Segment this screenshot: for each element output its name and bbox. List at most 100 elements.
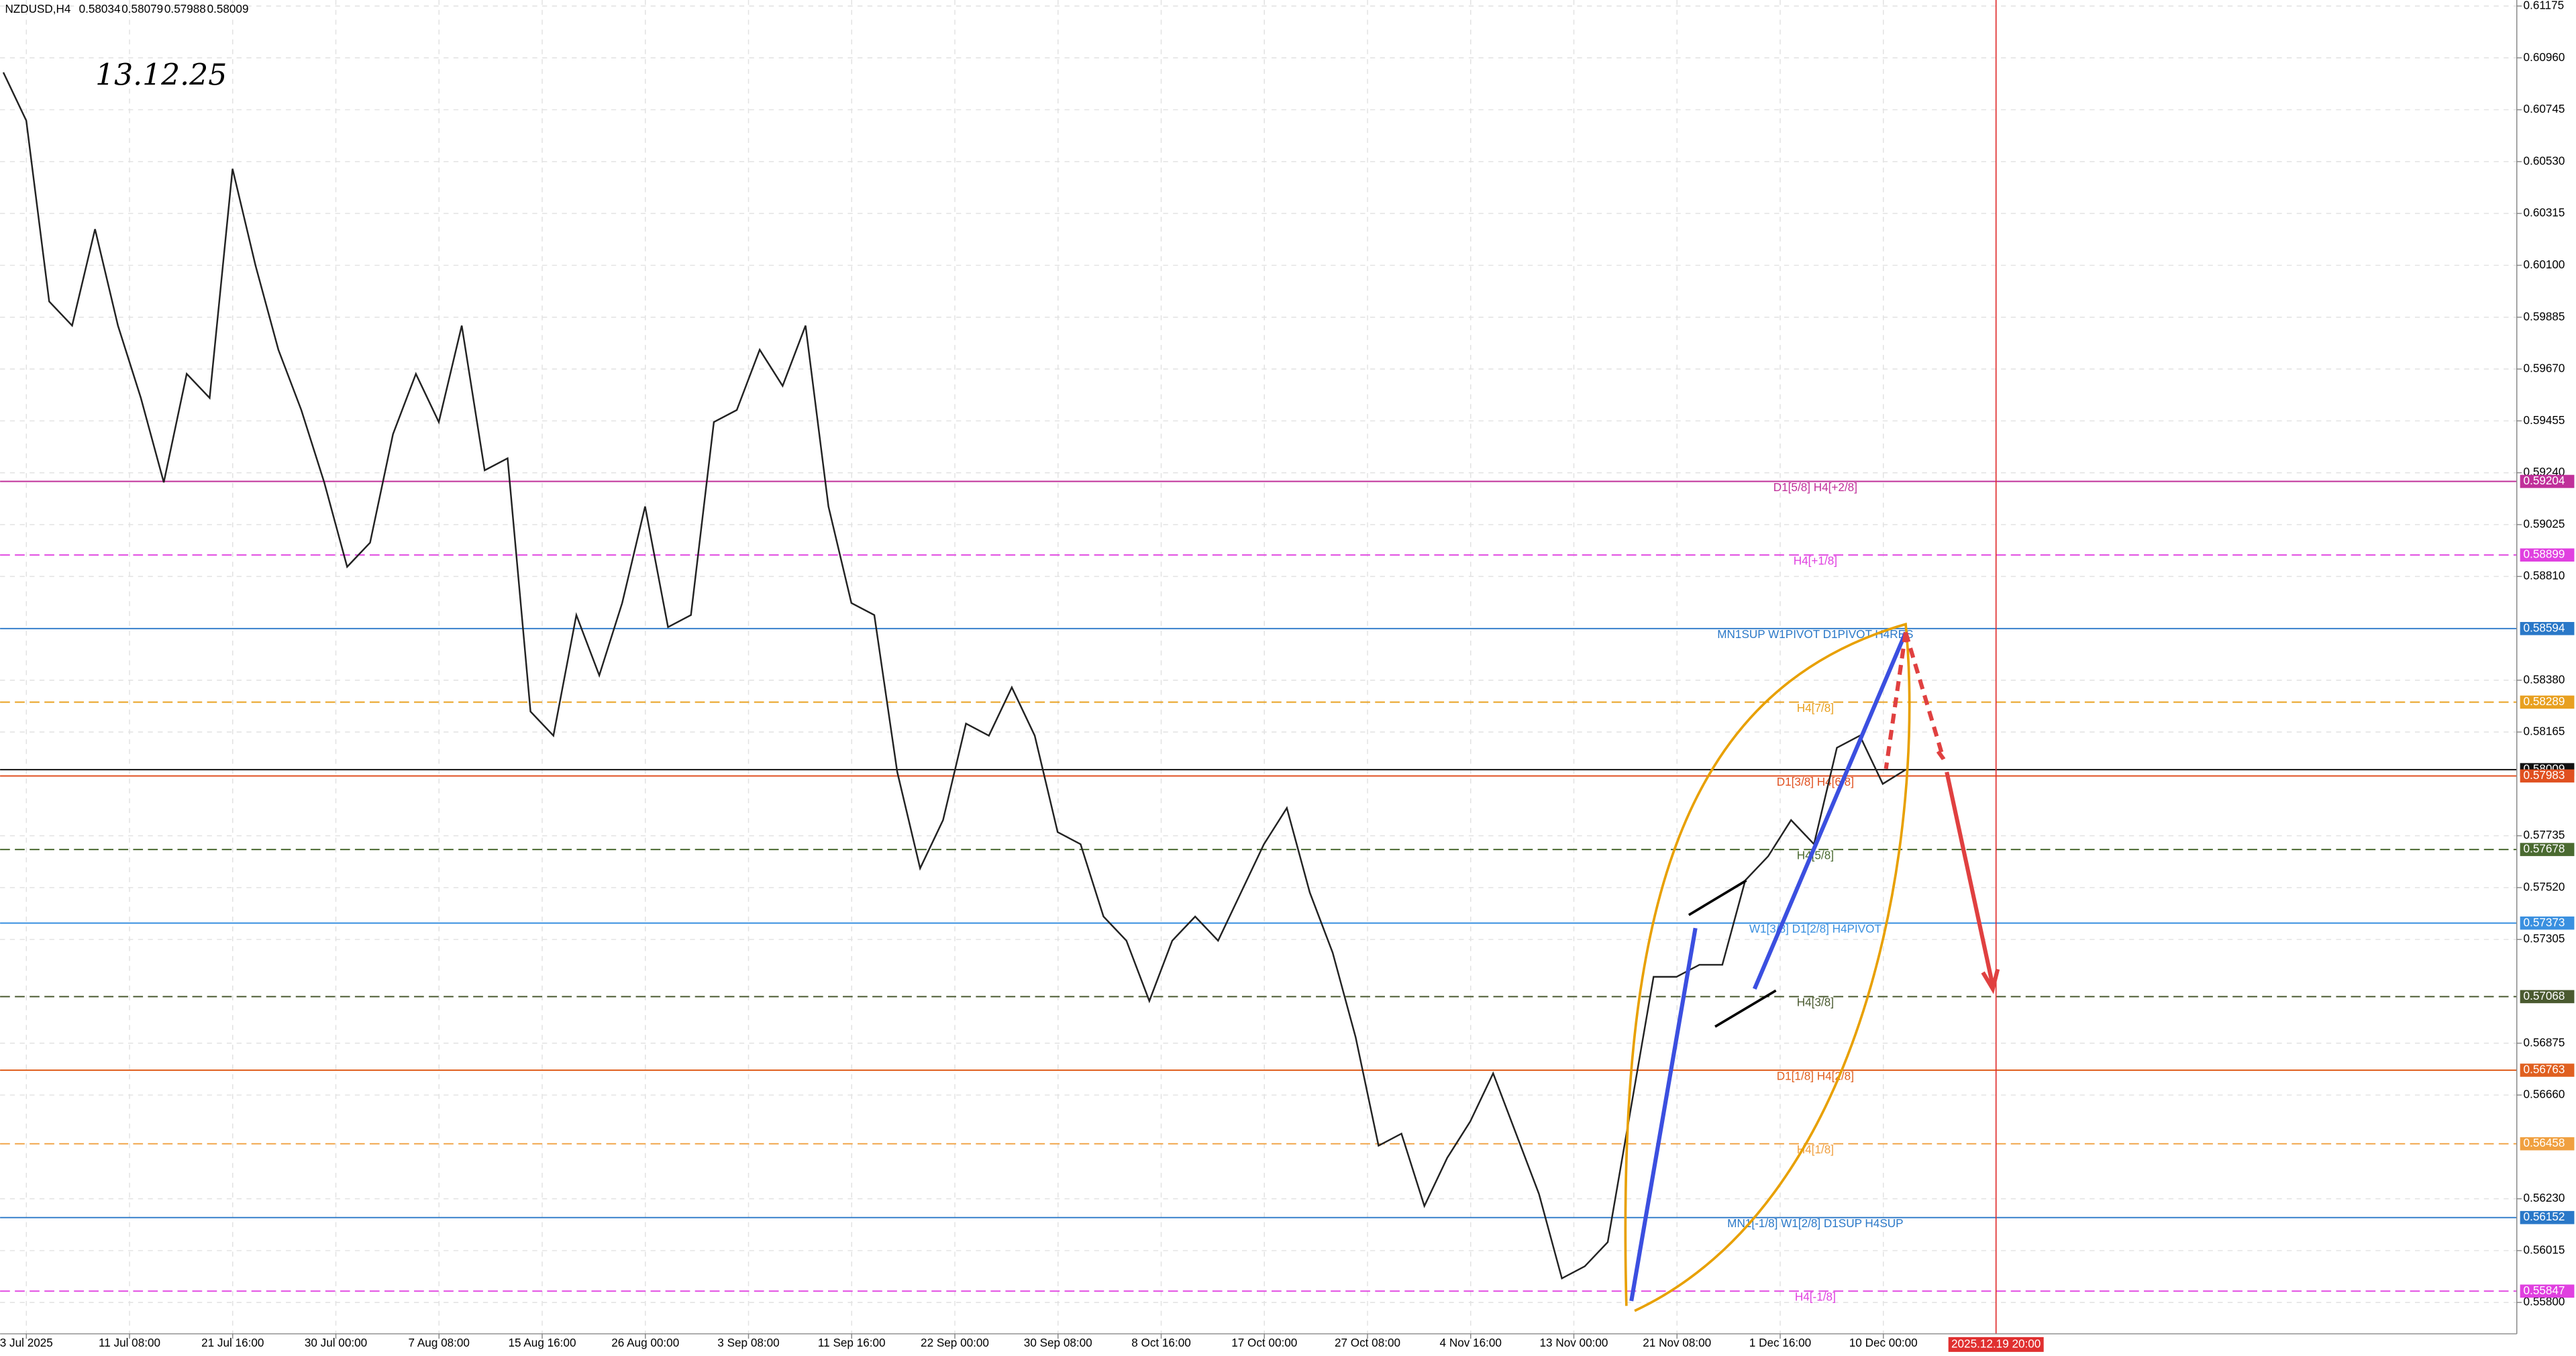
- price-tag-label: 0.56763: [2524, 1063, 2565, 1076]
- price-tag: [2520, 916, 2575, 930]
- x-tick-label: 11 Jul 08:00: [99, 1336, 160, 1349]
- header-close: 0.58009: [207, 2, 249, 15]
- header-symbol: NZDUSD,H4: [5, 2, 70, 15]
- level-label: H4[-1/8]: [1795, 1290, 1836, 1304]
- price-tag: [2520, 1137, 2575, 1151]
- channel-line: [1688, 879, 1747, 917]
- y-tick-label: 0.56015: [2524, 1243, 2565, 1256]
- price-tag: [2520, 769, 2575, 783]
- forecast-dashed: [1884, 632, 1908, 770]
- x-tick-label: 4 Nov 16:00: [1440, 1336, 1502, 1349]
- price-tag-label: 0.57068: [2524, 989, 2565, 1002]
- price-tag-label: 0.59204: [2524, 474, 2565, 487]
- y-tick-label: 0.57520: [2524, 880, 2565, 893]
- price-line: [2, 72, 1906, 1280]
- plot: [2, 0, 1997, 1334]
- level-label: MN1SUP W1PIVOT D1PIVOT H4RES: [1717, 627, 1913, 641]
- x-tick-label: 1 Dec 16:00: [1749, 1336, 1811, 1349]
- x-tick-label: 21 Jul 16:00: [201, 1336, 264, 1349]
- forecast-dashed: [1904, 631, 1946, 760]
- y-tick-label: 0.58165: [2524, 725, 2565, 738]
- level-label: MN1[-1/8] W1[2/8] D1SUP H4SUP: [1727, 1216, 1903, 1230]
- arrow-head: [1981, 968, 2000, 994]
- price-tag: [2520, 990, 2575, 1004]
- level-label: H4[3/8]: [1797, 996, 1834, 1009]
- y-tick-label: 0.59455: [2524, 413, 2565, 427]
- header-high: 0.58079: [121, 2, 163, 15]
- wave-line: [1629, 927, 1698, 1302]
- wave-line: [1752, 631, 1908, 990]
- x-tick-label: 21 Nov 08:00: [1643, 1336, 1711, 1349]
- price-tag-label: 0.57678: [2524, 842, 2565, 855]
- level-label: H4[5/8]: [1797, 848, 1834, 862]
- price-tag-label: 0.57983: [2524, 768, 2565, 782]
- x-tick-label: 7 Aug 08:00: [409, 1336, 470, 1349]
- channel-line: [1714, 989, 1777, 1028]
- y-tick-label: 0.57305: [2524, 932, 2565, 945]
- x-tick-label: 22 Sep 00:00: [921, 1336, 989, 1349]
- price-tag-label: 0.55847: [2524, 1284, 2565, 1297]
- header-low: 0.57988: [164, 2, 206, 15]
- price-tag: [2520, 1210, 2575, 1224]
- price-tag: [2520, 622, 2575, 635]
- y-tick-label: 0.60745: [2524, 102, 2565, 115]
- level-label: H4[+1/8]: [1794, 554, 1837, 567]
- y-tick-label: 0.57735: [2524, 828, 2565, 841]
- x-tick-label: 11 Sep 16:00: [818, 1336, 886, 1349]
- level-label: D1[3/8] H4[6/8]: [1777, 775, 1854, 788]
- level-label: D1[1/8] H4[2/8]: [1777, 1069, 1854, 1082]
- level-label: H4[1/8]: [1797, 1143, 1834, 1156]
- ellipse-drawing: [1624, 622, 1911, 1312]
- x-tick-label: 3 Jul 2025: [0, 1336, 53, 1349]
- y-tick-label: 0.59670: [2524, 362, 2565, 375]
- price-tag-label: 0.57373: [2524, 915, 2565, 929]
- y-tick-label: 0.60530: [2524, 154, 2565, 167]
- y-tick-label: 0.56875: [2524, 1035, 2565, 1049]
- x-tick-label: 15 Aug 16:00: [509, 1336, 576, 1349]
- x-tick-label: 3 Sep 08:00: [717, 1336, 779, 1349]
- level-label: D1[5/8] H4[+2/8]: [1773, 480, 1857, 494]
- x-tick-label: 30 Jul 00:00: [305, 1336, 367, 1349]
- x-tick-label: 27 Oct 08:00: [1335, 1336, 1400, 1349]
- x-tick-label: 13 Nov 00:00: [1540, 1336, 1608, 1349]
- level-label: H4[7/8]: [1797, 701, 1834, 715]
- level-label: W1[3/8] D1[2/8] H4PIVOT: [1749, 922, 1882, 935]
- y-tick-label: 0.60315: [2524, 206, 2565, 219]
- price-tag-label: 0.56458: [2524, 1136, 2565, 1149]
- y-tick-label: 0.60100: [2524, 258, 2565, 271]
- y-tick-label: 0.61175: [2524, 0, 2565, 12]
- y-tick-label: 0.56230: [2524, 1191, 2565, 1204]
- y-tick-label: 0.58810: [2524, 569, 2565, 582]
- forecast-arrow: [1945, 772, 1995, 986]
- drawings: [1624, 622, 2000, 1312]
- price-tag-label: 0.58899: [2524, 547, 2565, 561]
- price-tag: [2520, 548, 2575, 562]
- price-tag: [2520, 1284, 2575, 1298]
- y-tick-label: 0.59885: [2524, 309, 2565, 323]
- levels: D1[5/8] H4[+2/8] H4[+1/8] MN1SUP W1PIVOT D…: [0, 480, 2517, 1304]
- price-tag: [2520, 474, 2575, 488]
- future-tag: [1948, 1337, 2044, 1352]
- price-tag-label: 0.58289: [2524, 694, 2565, 708]
- price-tag: [2520, 1063, 2575, 1077]
- x-tick-label: 10 Dec 00:00: [1849, 1336, 1918, 1349]
- price-tag: [2520, 695, 2575, 709]
- y-tick-label: 0.60960: [2524, 50, 2565, 64]
- header-open: 0.58034: [79, 2, 121, 15]
- y-tick-label: 0.56660: [2524, 1088, 2565, 1101]
- x-tick-label: 30 Sep 08:00: [1024, 1336, 1092, 1349]
- x-tick-label: 8 Oct 16:00: [1131, 1336, 1191, 1349]
- x-tick-label: 17 Oct 00:00: [1231, 1336, 1297, 1349]
- y-tick-label: 0.58380: [2524, 672, 2565, 686]
- date-annotation: 13.12.25: [95, 58, 227, 93]
- x-tick-label: 26 Aug 00:00: [611, 1336, 679, 1349]
- price-tag-label: 0.58594: [2524, 621, 2565, 634]
- future-label: 2025.12.19 20:00: [1951, 1337, 2041, 1350]
- price-tag: [2520, 843, 2575, 856]
- y-tick-label: 0.59025: [2524, 517, 2565, 530]
- price-tag-label: 0.56152: [2524, 1210, 2565, 1223]
